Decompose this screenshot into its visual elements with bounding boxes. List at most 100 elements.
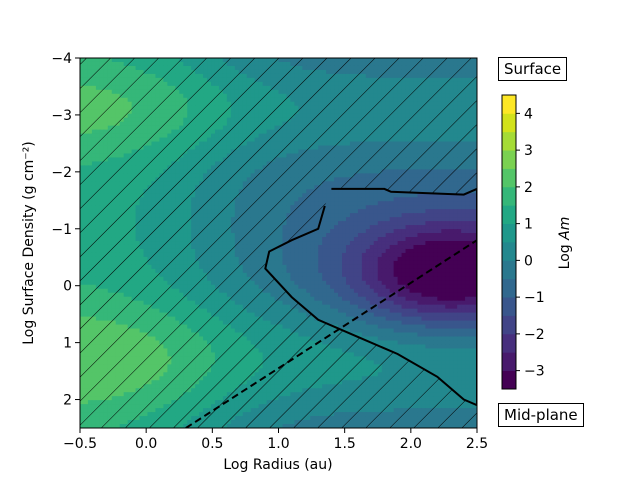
contour-cell xyxy=(377,252,383,258)
contour-cell xyxy=(405,233,411,238)
contour-cell xyxy=(357,225,363,230)
contour-cell xyxy=(361,209,367,214)
contour-cell xyxy=(441,229,446,234)
contour-cell xyxy=(389,197,395,202)
contour-cell xyxy=(441,197,446,202)
contour-cell xyxy=(397,244,403,250)
contour-cell xyxy=(338,241,343,246)
contour-cell xyxy=(417,252,423,258)
contour-cell xyxy=(465,225,470,230)
contour-cell xyxy=(294,248,299,254)
contour-cell xyxy=(318,225,323,230)
contour-cell xyxy=(357,252,363,258)
contour-cell xyxy=(286,244,292,250)
contour-cell xyxy=(437,233,442,238)
contour-cell xyxy=(381,244,387,250)
contour-cell xyxy=(342,241,347,246)
contour-cell xyxy=(310,237,315,242)
contour-cell xyxy=(417,233,423,238)
contour-cell xyxy=(381,233,387,238)
contour-cell xyxy=(365,189,371,194)
contour-cell xyxy=(437,221,442,226)
contour-cell xyxy=(353,209,359,214)
contour-cell xyxy=(338,213,343,218)
contour-cell xyxy=(473,201,477,206)
contour-cell xyxy=(397,209,403,214)
contour-cell xyxy=(310,248,315,254)
contour-cell xyxy=(381,229,387,234)
contour-cell xyxy=(469,213,474,218)
contour-cell xyxy=(381,252,387,258)
contour-cell xyxy=(409,225,415,230)
contour-cell xyxy=(425,197,430,202)
contour-cell xyxy=(302,252,307,258)
contour-cell xyxy=(469,205,474,210)
contour-cell xyxy=(389,237,395,242)
contour-cell xyxy=(349,225,355,230)
contour-cell xyxy=(465,221,470,226)
contour-cell xyxy=(302,241,307,246)
contour-cell xyxy=(385,225,391,230)
contour-cell xyxy=(330,205,335,210)
contour-cell xyxy=(473,197,477,202)
contour-cell xyxy=(445,221,450,226)
contour-cell xyxy=(417,213,423,218)
contour-cell xyxy=(334,205,339,210)
contour-cell xyxy=(445,217,450,222)
contour-cell xyxy=(294,252,299,258)
contour-cell xyxy=(349,209,355,214)
contour-cell xyxy=(389,213,395,218)
contour-cell xyxy=(429,193,434,198)
contour-cell xyxy=(453,237,458,242)
contour-cell xyxy=(334,209,339,214)
contour-cell xyxy=(342,225,347,230)
contour-cell xyxy=(278,248,284,254)
contour-cell xyxy=(361,193,367,198)
contour-cell xyxy=(461,201,466,206)
contour-cell xyxy=(473,189,477,194)
contour-cell xyxy=(397,213,403,218)
contour-cell xyxy=(413,233,419,238)
contour-cell xyxy=(433,241,438,246)
contour-cell xyxy=(413,252,419,258)
contour-cell xyxy=(365,217,371,222)
contour-cell xyxy=(469,244,474,250)
contour-cell xyxy=(314,248,319,254)
contour-cell xyxy=(349,241,355,246)
contour-cell xyxy=(306,237,311,242)
contour-cell xyxy=(322,225,327,230)
contour-cell xyxy=(401,241,407,246)
contour-cell xyxy=(381,248,387,254)
contour-cell xyxy=(393,205,399,210)
contour-cell xyxy=(405,205,411,210)
contour-cell xyxy=(326,241,331,246)
contour-cell xyxy=(389,229,395,234)
contour-cell xyxy=(322,213,327,218)
contour-cell xyxy=(369,201,375,206)
contour-cell xyxy=(365,233,371,238)
contour-cell xyxy=(421,229,426,234)
contour-cell xyxy=(318,248,323,254)
contour-cell xyxy=(401,252,407,258)
contour-cell xyxy=(310,233,315,238)
contour-cell xyxy=(413,248,419,254)
contour-cell xyxy=(465,209,470,214)
contour-cell xyxy=(282,248,288,254)
contour-cell xyxy=(457,229,462,234)
contour-cell xyxy=(318,229,323,234)
contour-cell xyxy=(365,221,371,226)
contour-plot-area xyxy=(80,58,477,428)
contour-cell xyxy=(469,237,474,242)
contour-cell xyxy=(473,209,477,214)
contour-cell xyxy=(461,229,466,234)
contour-cell xyxy=(377,209,383,214)
contour-cell xyxy=(338,217,343,222)
contour-cell xyxy=(413,213,419,218)
contour-cell xyxy=(409,248,415,254)
contour-cell xyxy=(437,225,442,230)
contour-cell xyxy=(377,241,383,246)
contour-cell xyxy=(421,237,426,242)
contour-cell xyxy=(453,225,458,230)
contour-cell xyxy=(401,205,407,210)
contour-cell xyxy=(349,197,355,202)
